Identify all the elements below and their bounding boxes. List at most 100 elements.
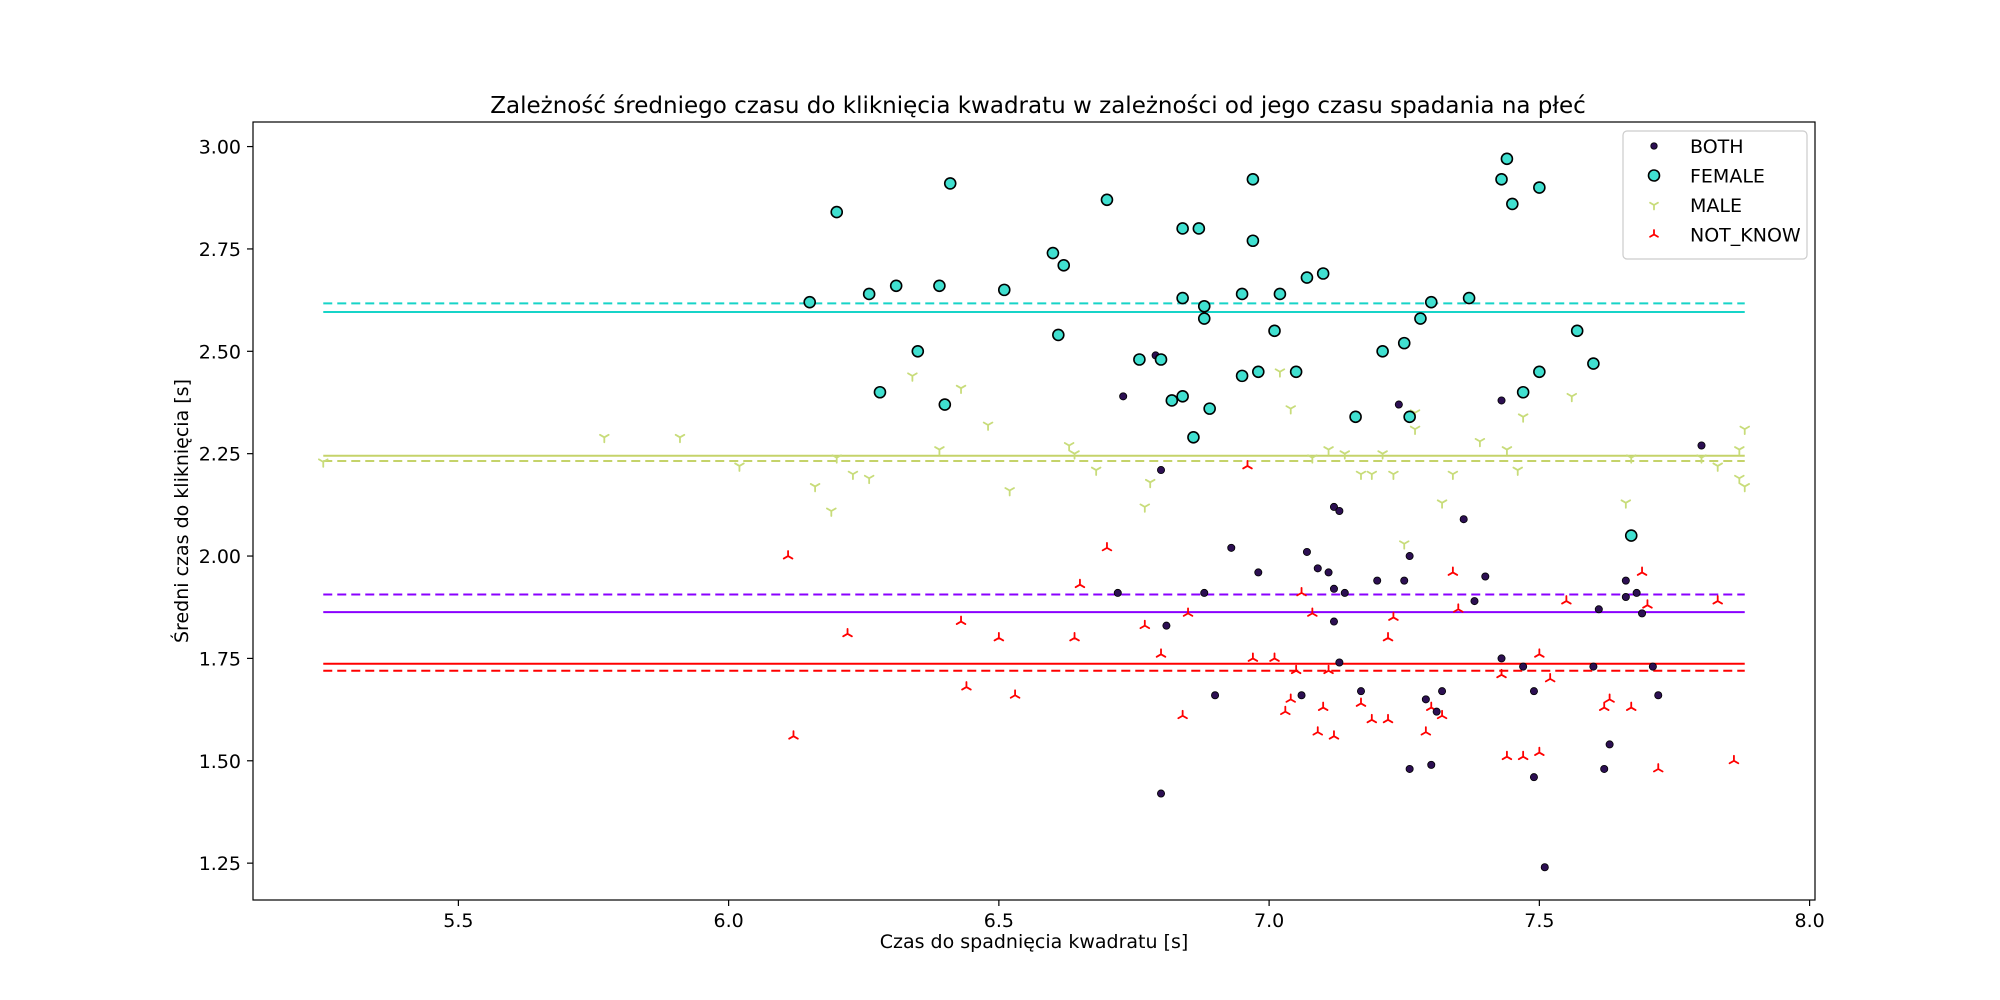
data-point-female [1289,365,1303,379]
data-point-not_know [1420,726,1432,736]
data-point-female [1154,353,1168,366]
data-point-male [1274,368,1286,378]
data-point-not_know [1561,595,1572,605]
data-point-female [1100,193,1114,207]
data-point-not_know [1534,648,1545,658]
data-point-both [1605,740,1614,749]
data-point-female [1203,402,1216,415]
x-axis-label: Czas do spadnięcia kwadratu [s] [880,931,1189,953]
data-point-both [1654,691,1663,700]
data-point-both [1438,687,1447,696]
data-point-not_know [788,730,799,740]
data-point-male [1398,540,1410,550]
x-tick-label: 7.5 [1524,910,1554,932]
y-axis-label: Średni czas do kliknięcia [s] [169,379,193,643]
data-point-male [1409,425,1421,436]
axes-frame [252,121,1816,901]
data-point-female [1516,385,1530,399]
data-point-female [1252,365,1265,379]
series-male [318,368,1750,550]
y-tick-label: 1.50 [199,751,241,773]
data-point-not_know [1290,664,1302,675]
data-point-both [1405,552,1414,561]
legend-marker-not_know [1649,229,1659,238]
data-point-not_know [1069,632,1080,642]
data-point-not_know [1269,652,1280,662]
data-point-female [1176,291,1189,305]
y-tick-label: 3.00 [199,137,241,159]
data-point-both [1119,392,1128,401]
data-point-both [1600,764,1609,773]
data-point-not_know [1544,672,1556,683]
data-point-both [1481,572,1490,581]
data-point-male [1620,499,1632,509]
data-point-male [1436,499,1448,509]
data-point-female [1495,173,1508,186]
data-point-not_know [1247,652,1259,662]
data-point-female [911,345,925,358]
data-point-male [1566,392,1578,403]
data-point-female [1197,312,1211,325]
data-point-female [1133,353,1146,366]
data-point-both [1540,863,1549,872]
data-point-female [1300,271,1314,284]
data-point-both [1459,515,1468,524]
data-point-both [1394,400,1403,409]
data-point-both [1211,691,1220,700]
data-point-not_know [1436,709,1448,720]
data-point-female [1587,357,1600,370]
data-point-both [1421,695,1430,704]
data-point-male [1323,446,1334,456]
data-point-male [1307,454,1318,464]
legend-marker-male [1649,201,1659,211]
data-point-male [1734,446,1745,456]
data-point-not_know [782,550,794,560]
data-point-both [1497,654,1506,663]
legend-marker-female [1647,169,1661,182]
data-point-not_know [1453,603,1464,613]
data-point-not_know [1625,701,1637,711]
series-both [1113,351,1706,872]
data-point-female [889,279,903,293]
data-point-both [1497,396,1506,405]
data-point-not_know [1155,648,1167,658]
data-point-not_know [1636,566,1648,576]
data-point-both [1638,609,1647,618]
y-axis: 1.25 1.50 1.75 2.00 2.25 2.50 2.75 3.00 [199,137,253,875]
data-point-not_know [1139,619,1151,630]
x-axis: 5.5 6.0 6.5 7.0 7.5 8.0 [443,900,1825,932]
data-point-male [1474,437,1486,448]
data-point-male [674,433,686,444]
chart-title: Zależność średniego czasu do kliknięcia … [490,93,1586,119]
data-point-both [1113,588,1122,597]
y-tick-label: 2.75 [199,239,241,261]
data-point-both [1400,576,1409,585]
data-points [318,152,1750,872]
data-point-not_know [1496,668,1507,679]
series-female [803,152,1638,542]
data-point-not_know [961,681,972,691]
data-point-both [1200,588,1209,597]
data-point-male [826,507,837,517]
data-point-not_know [1177,709,1188,720]
data-point-not_know [1074,578,1086,589]
data-point-female [1057,259,1071,272]
data-point-not_know [1328,730,1340,740]
data-point-female [1165,394,1179,407]
data-point-male [1139,503,1151,513]
data-point-male [1366,470,1378,481]
data-point-not_know [1728,754,1740,765]
data-point-male [599,433,610,444]
data-point-female [1570,324,1584,338]
data-point-female [1500,152,1514,166]
data-point-both [1329,617,1338,626]
data-point-not_know [1307,607,1318,617]
x-tick-label: 7.0 [1254,910,1284,932]
data-point-male [1144,478,1156,489]
data-point-male [1712,462,1723,472]
data-point-not_know [1517,750,1529,761]
data-point-both [1356,687,1365,696]
data-point-both [1432,707,1441,716]
data-point-male [1517,413,1529,423]
